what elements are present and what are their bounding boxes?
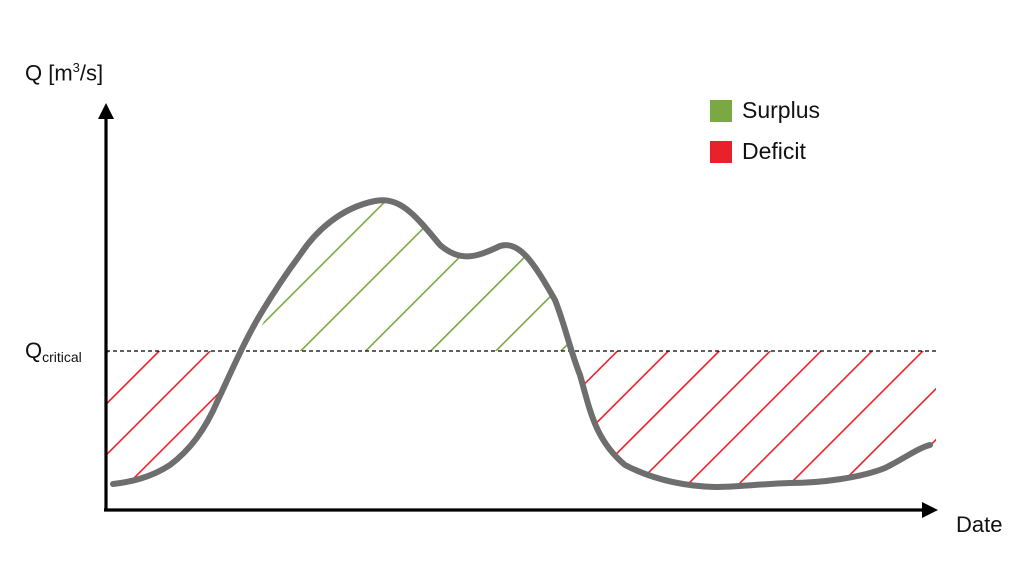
x-axis-label: Date (956, 512, 1003, 537)
surplus-area (250, 200, 572, 351)
legend-swatch-surplus (710, 100, 732, 122)
legend-item-surplus: Surplus (742, 96, 820, 123)
x-axis-arrow-icon (922, 502, 938, 518)
legend-swatch-deficit (710, 141, 732, 163)
y-axis-label: Q [m3/s] (25, 60, 104, 86)
legend-item-deficit: Deficit (742, 137, 806, 164)
y-axis-arrow-icon (98, 103, 114, 119)
deficit-area-left (106, 351, 240, 484)
deficit-area-right (572, 351, 936, 487)
legend-label-surplus: Surplus (742, 96, 820, 123)
critical-threshold-label: Qcritical (25, 338, 82, 365)
legend-label-deficit: Deficit (742, 137, 806, 164)
discharge-curve (110, 197, 933, 490)
